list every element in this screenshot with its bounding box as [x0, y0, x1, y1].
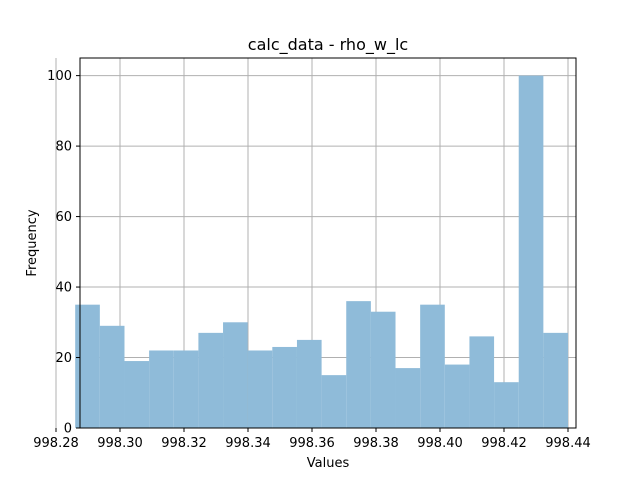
y-tick-label: 0	[64, 422, 72, 437]
histogram-bar	[420, 304, 445, 428]
x-tick-label: 998.44	[545, 436, 591, 451]
histogram-bar	[469, 336, 495, 428]
x-tick-label: 998.38	[353, 436, 399, 451]
x-tick-label: 998.36	[289, 436, 335, 451]
histogram-bar	[494, 382, 519, 428]
histogram-bar	[99, 325, 125, 428]
x-tick-label: 998.30	[97, 436, 143, 451]
histogram-bar	[223, 322, 248, 428]
y-axis-label: Frequency	[25, 209, 40, 276]
ticks-layer: 998.28 998.30 998.32 998.34 998.36 998.38 998.…	[33, 69, 591, 451]
x-tick-label: 998.34	[225, 436, 271, 451]
histogram-bar	[321, 375, 347, 428]
histogram-bar	[296, 339, 322, 428]
x-tick-label: 998.32	[161, 436, 207, 451]
histogram-bar	[149, 350, 174, 428]
histogram-bar	[370, 311, 396, 428]
x-tick-label: 998.28	[33, 436, 79, 451]
histogram-bar	[444, 364, 470, 428]
histogram-bar	[518, 75, 544, 428]
histogram-bar	[75, 304, 100, 428]
y-tick-label: 100	[47, 69, 72, 84]
histogram-bar	[346, 301, 371, 428]
plot-frame	[79, 57, 577, 429]
bars-layer	[75, 75, 568, 428]
y-tick-label: 40	[55, 281, 72, 296]
histogram-bar	[272, 346, 297, 428]
histogram-bar	[198, 332, 224, 428]
x-tick-label: 998.42	[481, 436, 527, 451]
y-tick-label: 20	[55, 351, 72, 366]
histogram-bar	[543, 332, 568, 428]
x-axis-label: Values	[307, 456, 350, 471]
histogram-bar	[395, 368, 421, 428]
y-tick-label: 80	[55, 140, 72, 155]
x-tick-label: 998.40	[417, 436, 463, 451]
histogram-bar	[247, 350, 273, 428]
chart-title: calc_data - rho_w_lc	[248, 35, 408, 55]
histogram-bar	[173, 350, 199, 428]
histogram-bar	[124, 361, 150, 428]
y-tick-label: 60	[55, 210, 72, 225]
